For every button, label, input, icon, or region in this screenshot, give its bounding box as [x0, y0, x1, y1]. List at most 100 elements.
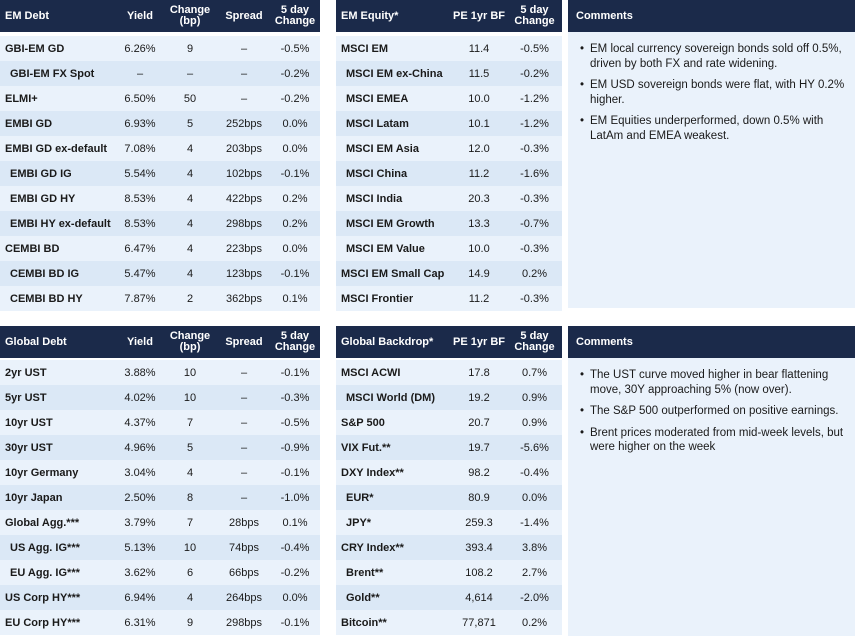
cell-yield: 3.62% — [124, 566, 156, 579]
em-debt-rows: GBI-EM GD 6.26% 9 – -0.5% GBI-EM FX Spot – – – -0… — [0, 32, 320, 311]
cell-five-day: 0.9% — [521, 391, 548, 404]
table-row: Brent** 108.2 2.7% — [336, 560, 562, 585]
cell-change: 2 — [186, 292, 194, 305]
col-header-five-day: 5 day Change — [514, 330, 555, 353]
cell-yield: 7.08% — [124, 142, 156, 155]
em-equity-table: EM Equity* PE 1yr BF 5 day Change MSCI E… — [336, 0, 562, 311]
cell-pe: 19.7 — [468, 441, 490, 454]
row-name: MSCI EM Growth — [346, 217, 435, 230]
cell-five-day: -0.1% — [280, 267, 310, 280]
row-name: US Corp HY*** — [5, 591, 81, 604]
cell-pe: 17.8 — [468, 366, 490, 379]
comments-top-panel: Comments EM local currency sovereign bon… — [568, 0, 855, 308]
cell-spread: 123bps — [225, 267, 263, 280]
cell-pe: 259.3 — [465, 516, 493, 529]
table-row: EMBI GD IG 5.54% 4 102bps -0.1% — [0, 161, 320, 186]
cell-five-day: -1.0% — [280, 491, 310, 504]
row-name: MSCI EM Value — [346, 242, 425, 255]
row-name: US Agg. IG*** — [10, 541, 80, 554]
table-row: CRY Index** 393.4 3.8% — [336, 535, 562, 560]
row-name: GBI-EM GD — [5, 42, 65, 55]
cell-change: 50 — [183, 92, 197, 105]
cell-spread: 66bps — [229, 566, 259, 579]
cell-five-day: 0.0% — [282, 117, 308, 130]
cell-spread: 28bps — [229, 516, 259, 529]
table-row: EUR* 80.9 0.0% — [336, 485, 562, 510]
table-row: MSCI EM ex-China 11.5 -0.2% — [336, 61, 562, 86]
cell-five-day: -1.6% — [520, 167, 549, 180]
row-name: EMBI GD ex-default — [5, 142, 108, 155]
comment-item: EM Equities underperformed, down 0.5% wi… — [580, 114, 845, 143]
cell-pe: 12.0 — [468, 142, 490, 155]
cell-five-day: -1.2% — [520, 92, 549, 105]
row-name: MSCI EM ex-China — [346, 67, 443, 80]
table-row: 10yr Germany 3.04% 4 – -0.1% — [0, 460, 320, 485]
cell-five-day: -0.5% — [280, 416, 310, 429]
row-name: EMBI HY ex-default — [10, 217, 111, 230]
cell-yield: 5.54% — [124, 167, 156, 180]
cell-change: 9 — [186, 42, 194, 55]
cell-yield: 6.26% — [124, 42, 156, 55]
row-name: VIX Fut.** — [341, 441, 391, 454]
table-row: MSCI India 20.3 -0.3% — [336, 186, 562, 211]
row-name: GBI-EM FX Spot — [10, 67, 95, 80]
comment-item: The UST curve moved higher in bear flatt… — [580, 368, 845, 397]
global-debt-table: Global Debt Yield Change (bp) Spread 5 d… — [0, 326, 320, 635]
cell-spread: 203bps — [225, 142, 263, 155]
col-header-pe: PE 1yr BF — [453, 9, 505, 22]
em-debt-table: EM Debt Yield Change (bp) Spread 5 day C… — [0, 0, 320, 311]
table-row: Gold** 4,614 -2.0% — [336, 585, 562, 610]
cell-pe: 108.2 — [465, 566, 493, 579]
col-header-five-day: 5 day Change — [274, 4, 316, 27]
cell-spread: – — [240, 466, 248, 479]
cell-change: 5 — [186, 117, 194, 130]
cell-five-day: 0.7% — [521, 366, 548, 379]
comments-bottom-list: The UST curve moved higher in bear flatt… — [568, 358, 855, 455]
row-name: 5yr UST — [5, 391, 47, 404]
row-name: MSCI India — [346, 192, 403, 205]
cell-change: 10 — [183, 366, 197, 379]
table-row: Bitcoin** 77,871 0.2% — [336, 610, 562, 635]
table-row: CEMBI BD IG 5.47% 4 123bps -0.1% — [0, 261, 320, 286]
cell-yield: 4.96% — [124, 441, 156, 454]
cell-change: 10 — [183, 391, 197, 404]
row-name: EUR* — [346, 491, 374, 504]
cell-pe: 10.0 — [468, 92, 490, 105]
cell-five-day: 0.2% — [521, 267, 548, 280]
cell-pe: 19.2 — [468, 391, 490, 404]
table-row: MSCI EM Growth 13.3 -0.7% — [336, 211, 562, 236]
row-name: 30yr UST — [5, 441, 53, 454]
cell-change: 10 — [183, 541, 197, 554]
cell-five-day: -0.5% — [280, 42, 310, 55]
comment-item: The S&P 500 outperformed on positive ear… — [580, 404, 845, 419]
cell-spread: 252bps — [225, 117, 263, 130]
table-row: US Corp HY*** 6.94% 4 264bps 0.0% — [0, 585, 320, 610]
col-header-name: Global Backdrop* — [341, 335, 434, 348]
col-header-five-day: 5 day Change — [274, 330, 316, 353]
comments-bottom-header: Comments — [568, 326, 855, 358]
global-debt-header: Global Debt Yield Change (bp) Spread 5 d… — [0, 326, 320, 358]
cell-change: 4 — [186, 242, 194, 255]
table-row: 30yr UST 4.96% 5 – -0.9% — [0, 435, 320, 460]
comment-item: EM local currency sovereign bonds sold o… — [580, 42, 845, 71]
row-name: MSCI China — [346, 167, 408, 180]
cell-yield: – — [136, 67, 144, 80]
cell-five-day: -0.5% — [520, 42, 549, 55]
table-row: US Agg. IG*** 5.13% 10 74bps -0.4% — [0, 535, 320, 560]
row-name: 10yr Germany — [5, 466, 79, 479]
col-header-name: EM Equity* — [341, 9, 399, 22]
row-name: CEMBI BD HY — [10, 292, 83, 305]
cell-change: 4 — [186, 142, 194, 155]
cell-pe: 20.3 — [468, 192, 490, 205]
cell-five-day: -0.3% — [520, 142, 549, 155]
cell-five-day: 0.2% — [282, 192, 308, 205]
cell-change: 6 — [186, 566, 194, 579]
cell-five-day: 0.1% — [282, 516, 308, 529]
table-row: MSCI EM Small Cap 14.9 0.2% — [336, 261, 562, 286]
table-row: MSCI EMEA 10.0 -1.2% — [336, 86, 562, 111]
col-header-change: Change (bp) — [169, 4, 211, 27]
row-name: CEMBI BD IG — [10, 267, 80, 280]
cell-spread: – — [240, 491, 248, 504]
cell-pe: 11.2 — [468, 167, 490, 180]
cell-change: 4 — [186, 267, 194, 280]
